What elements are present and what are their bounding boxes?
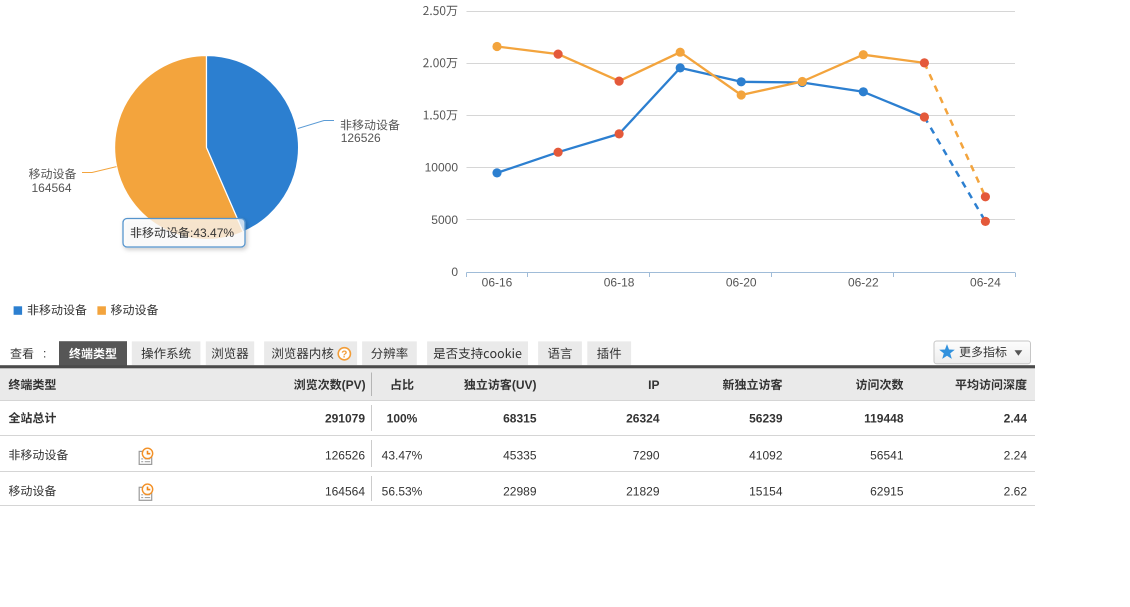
svg-text:IP: IP — [648, 378, 659, 392]
svg-text:45335: 45335 — [503, 448, 537, 462]
svg-text:56541: 56541 — [870, 448, 904, 462]
svg-text:06-24: 06-24 — [970, 276, 1001, 290]
svg-text:(UV): (UV) — [512, 378, 537, 392]
svg-text:06-22: 06-22 — [848, 276, 879, 290]
svg-text::43.47%: :43.47% — [190, 226, 234, 240]
svg-text:10000: 10000 — [425, 161, 459, 175]
svg-text:56.53%: 56.53% — [382, 484, 423, 498]
svg-text:22989: 22989 — [503, 484, 537, 498]
svg-text:06-16: 06-16 — [482, 276, 513, 290]
svg-text:164564: 164564 — [325, 484, 365, 498]
svg-text:56239: 56239 — [749, 411, 783, 425]
svg-text:62915: 62915 — [870, 484, 904, 498]
svg-text:2.44: 2.44 — [1004, 411, 1028, 425]
svg-text:26324: 26324 — [626, 411, 660, 425]
svg-text:43.47%: 43.47% — [382, 448, 423, 462]
svg-text:291079: 291079 — [325, 411, 365, 425]
svg-text:5000: 5000 — [431, 213, 458, 227]
svg-text:7290: 7290 — [633, 448, 660, 462]
svg-text:2.24: 2.24 — [1004, 448, 1028, 462]
svg-text:68315: 68315 — [503, 411, 537, 425]
svg-text:15154: 15154 — [749, 484, 783, 498]
svg-text:06-18: 06-18 — [604, 276, 635, 290]
svg-text:2.62: 2.62 — [1004, 484, 1028, 498]
svg-text::: : — [43, 347, 46, 361]
svg-text:?: ? — [341, 350, 347, 361]
svg-text:0: 0 — [451, 265, 458, 279]
svg-text:21829: 21829 — [626, 484, 660, 498]
svg-text:100%: 100% — [387, 411, 418, 425]
svg-text:41092: 41092 — [749, 448, 783, 462]
svg-text:(PV): (PV) — [342, 378, 366, 392]
svg-text:119448: 119448 — [864, 411, 904, 425]
svg-text:06-20: 06-20 — [726, 276, 757, 290]
svg-text:126526: 126526 — [325, 448, 365, 462]
svg-text:164564: 164564 — [31, 181, 71, 195]
svg-text:126526: 126526 — [341, 131, 381, 145]
